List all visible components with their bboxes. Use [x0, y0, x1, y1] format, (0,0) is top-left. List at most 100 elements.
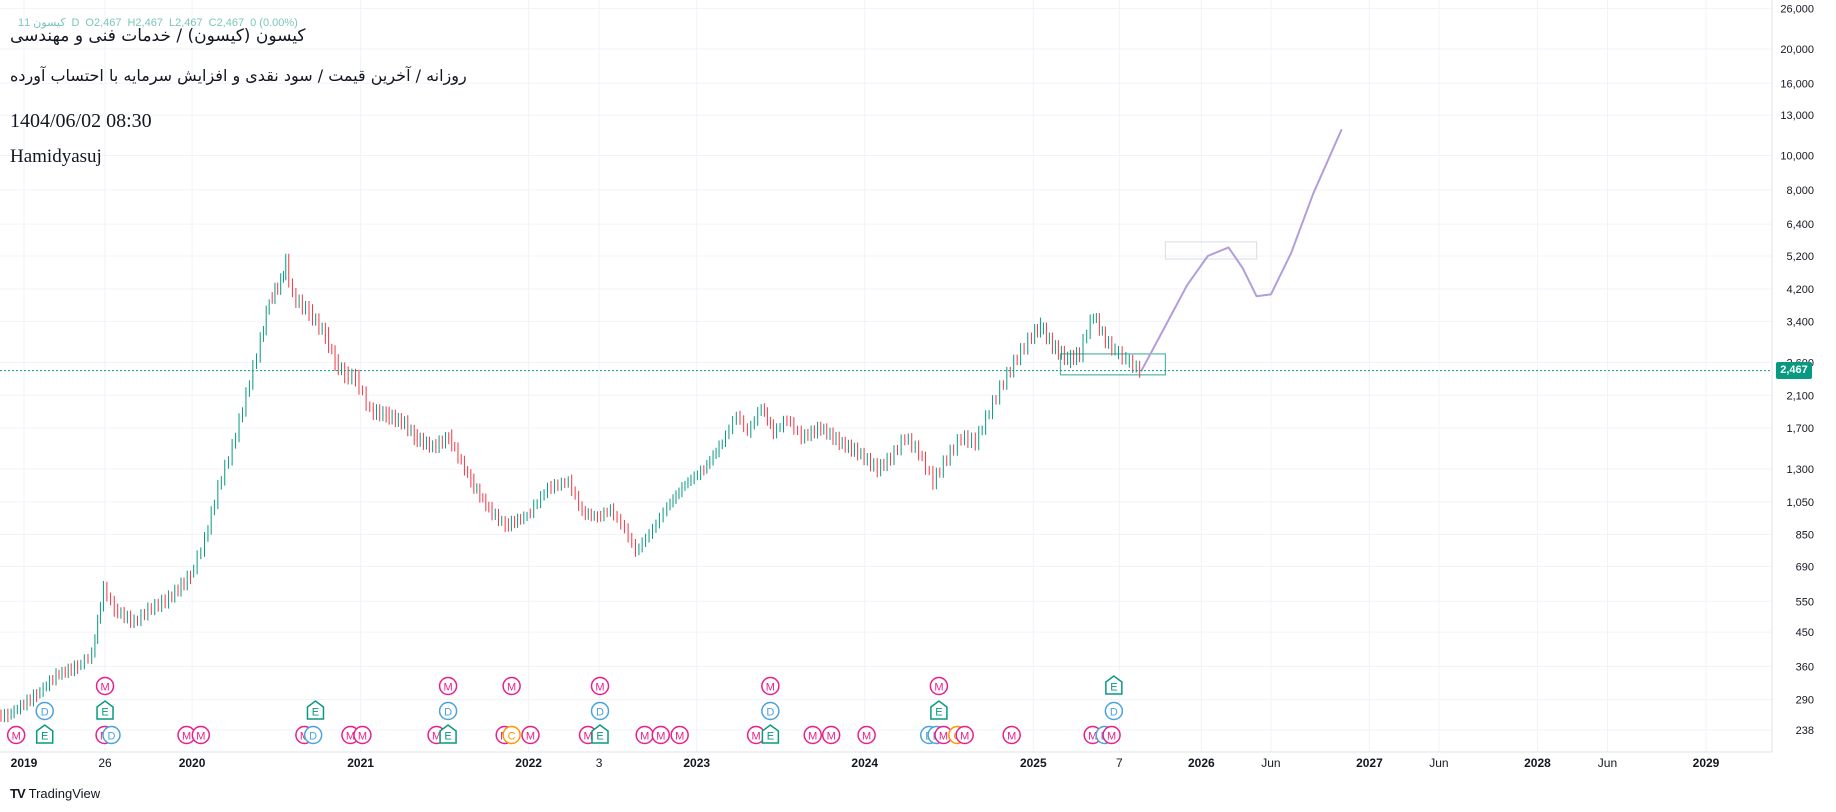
event-marker-m-icon[interactable]: M — [761, 676, 780, 696]
event-marker-m-icon[interactable]: M — [521, 725, 540, 745]
event-letter: M — [583, 731, 592, 743]
event-letter: D — [596, 707, 604, 719]
event-letter: M — [827, 731, 836, 743]
last-price-badge: 2,467 — [1776, 361, 1812, 379]
event-letter: M — [196, 731, 205, 743]
event-shape — [303, 725, 323, 745]
time-tick-label: 2027 — [1356, 756, 1383, 770]
legend-close: C2,467 — [208, 17, 245, 29]
event-marker-e-icon[interactable]: E — [96, 700, 114, 720]
tradingview-name: TradingView — [28, 786, 101, 801]
event-marker-e-icon[interactable]: E — [35, 724, 54, 744]
event-shape — [35, 701, 54, 721]
event-marker-d-icon[interactable]: D — [590, 701, 610, 721]
event-marker-e-icon[interactable]: E — [761, 724, 780, 744]
event-shape — [502, 725, 521, 745]
price-tick-label: 2,100 — [1786, 390, 1814, 402]
event-marker-m-icon[interactable]: M — [191, 725, 211, 745]
event-marker-d-icon[interactable]: D — [438, 701, 458, 721]
event-marker-m-icon[interactable]: M — [651, 725, 671, 745]
event-letter: M — [675, 731, 684, 743]
chart-event-markers: MMEMDMMMDMMMEMCMMEMMMMEMMMDDMCMMMDMDEEDD… — [6, 675, 1124, 745]
event-marker-m-icon[interactable]: M — [821, 725, 841, 745]
price-axis: 238 290 360 450 550 690 850 1,050 1,300 1,700 2,10… — [1780, 4, 1814, 737]
event-shape — [438, 701, 458, 721]
chart-author: Hamidyasuj — [10, 146, 102, 167]
event-marker-e-icon[interactable]: E — [1105, 675, 1123, 695]
event-shape — [651, 725, 671, 745]
price-tick-label: 550 — [1796, 596, 1814, 608]
price-tick-label: 26,000 — [1780, 4, 1814, 16]
event-letter: M — [432, 731, 441, 743]
event-marker-m-icon[interactable]: M — [929, 676, 949, 696]
event-letter: M — [934, 682, 943, 694]
event-shape — [1002, 725, 1021, 745]
event-shape — [438, 676, 458, 696]
event-shape — [930, 700, 948, 720]
event-letter: M — [862, 731, 871, 743]
event-marker-m-icon[interactable]: M — [1002, 725, 1021, 745]
projection-path — [1140, 129, 1343, 372]
event-letter: M — [358, 731, 367, 743]
event-marker-m-icon[interactable]: M — [95, 676, 115, 696]
event-marker-m-icon[interactable]: M — [353, 725, 372, 745]
event-letter: M — [752, 731, 761, 743]
event-marker-e-icon[interactable]: E — [591, 724, 609, 744]
event-marker-m-icon[interactable]: M — [590, 676, 610, 696]
price-tick-label: 238 — [1796, 725, 1814, 737]
price-tick-label: 1,300 — [1786, 464, 1814, 476]
event-letter: M — [346, 731, 355, 743]
event-marker-d-icon[interactable]: D — [35, 701, 54, 721]
event-marker-d-icon[interactable]: D — [1104, 701, 1124, 721]
event-shape — [1105, 675, 1123, 695]
event-shape — [670, 725, 689, 745]
event-marker-m-icon[interactable]: M — [857, 725, 876, 745]
tradingview-logo-icon: TV — [10, 786, 26, 801]
event-shape — [955, 725, 974, 745]
event-shape — [591, 724, 609, 744]
chart-subtitle: روزانه / آخرین قیمت / سود نقدی و افزایش … — [10, 66, 467, 85]
event-marker-m-icon[interactable]: M — [6, 725, 26, 745]
time-tick-label: 2029 — [1693, 756, 1720, 770]
price-tick-label: 3,400 — [1786, 316, 1814, 328]
event-marker-e-icon[interactable]: E — [439, 724, 457, 744]
legend-open: O2,467 — [85, 17, 122, 29]
event-shape — [191, 725, 211, 745]
time-tick-label: 2022 — [515, 756, 542, 770]
time-tick-label: 2023 — [683, 756, 710, 770]
event-marker-d-icon[interactable]: D — [761, 701, 780, 721]
event-letter: M — [656, 731, 665, 743]
event-marker-m-icon[interactable]: M — [502, 676, 521, 696]
event-shape — [590, 701, 610, 721]
event-marker-m-icon[interactable]: M — [438, 676, 458, 696]
event-marker-m-icon[interactable]: M — [1102, 725, 1121, 745]
chart-title: کیسون (کیسون) / خدمات فنی و مهندسی — [10, 26, 306, 46]
event-letter: M — [1107, 731, 1116, 743]
event-marker-m-icon[interactable]: M — [955, 725, 974, 745]
price-tick-label: 4,200 — [1786, 284, 1814, 296]
event-marker-d-icon[interactable]: D — [102, 725, 121, 745]
event-shape — [502, 676, 521, 696]
event-marker-m-icon[interactable]: M — [670, 725, 689, 745]
time-tick-label: 2024 — [851, 756, 878, 770]
event-marker-c-icon[interactable]: C — [502, 725, 521, 745]
event-letter: E — [41, 731, 48, 743]
tradingview-branding[interactable]: TV TradingView — [10, 786, 100, 801]
time-tick-label: 2020 — [179, 756, 206, 770]
event-letter: M — [1007, 731, 1016, 743]
event-letter: E — [767, 731, 774, 743]
event-letter: M — [12, 731, 21, 743]
price-tick-label: 10,000 — [1780, 151, 1814, 163]
event-letter: M — [182, 731, 191, 743]
event-marker-e-icon[interactable]: E — [930, 700, 948, 720]
event-shape — [761, 724, 780, 744]
event-letter: D — [766, 707, 774, 719]
event-marker-m-icon[interactable]: M — [635, 725, 654, 745]
event-marker-m-icon[interactable]: M — [803, 725, 822, 745]
highlight-zone — [1059, 353, 1167, 376]
time-tick-label: Jun — [1261, 756, 1280, 770]
event-marker-e-icon[interactable]: E — [306, 700, 325, 720]
event-marker-d-icon[interactable]: D — [303, 725, 323, 745]
event-shape — [35, 724, 54, 744]
